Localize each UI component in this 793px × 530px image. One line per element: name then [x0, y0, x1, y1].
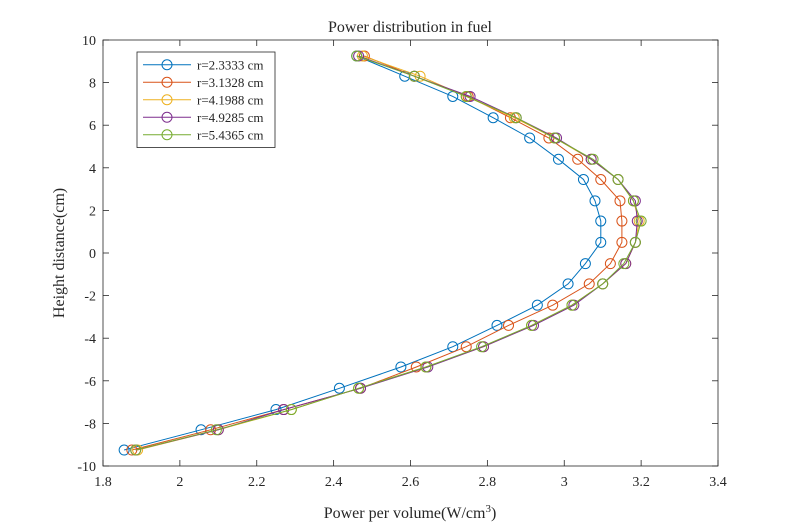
y-tick-label: 2	[89, 204, 96, 219]
data-point	[587, 153, 599, 165]
data-point	[510, 112, 522, 124]
data-point	[552, 153, 564, 165]
data-point	[595, 215, 607, 227]
legend-item: r=4.9285 cm	[143, 110, 264, 125]
series-line	[123, 55, 602, 451]
data-point	[491, 319, 503, 331]
data-point	[589, 195, 601, 207]
series-5	[130, 50, 647, 456]
y-tick-label: -2	[84, 290, 96, 305]
data-point	[614, 195, 626, 207]
y-axis-label: Height distance(cm)	[51, 188, 68, 318]
data-point	[595, 236, 607, 248]
data-point	[635, 215, 647, 227]
data-point	[278, 404, 290, 416]
data-point	[353, 382, 365, 394]
x-tick-label: 2.2	[248, 475, 266, 490]
data-point	[460, 90, 472, 102]
legend-marker	[161, 129, 173, 141]
legend-label: r=5.4365 cm	[197, 127, 264, 142]
x-axis-label-superscript: 3	[485, 503, 491, 515]
data-point	[631, 215, 643, 227]
data-point	[597, 278, 609, 290]
data-point	[629, 236, 641, 248]
data-point	[531, 299, 543, 311]
data-point	[476, 341, 488, 353]
x-tick-label: 3	[561, 475, 568, 490]
data-point	[618, 258, 630, 270]
legend-marker	[161, 94, 173, 106]
data-point	[572, 153, 584, 165]
data-point	[547, 299, 559, 311]
data-point	[577, 174, 589, 186]
data-point	[583, 278, 595, 290]
x-tick-label: 3.2	[632, 475, 650, 490]
y-tick-label: 8	[89, 77, 96, 92]
legend-marker	[161, 59, 173, 71]
data-point	[487, 112, 499, 124]
legend-item: r=4.1988 cm	[143, 92, 264, 107]
data-point	[351, 50, 363, 62]
data-point	[524, 132, 536, 144]
data-point	[130, 444, 142, 456]
data-point	[526, 319, 538, 331]
data-point	[460, 341, 472, 353]
data-point	[595, 174, 607, 186]
x-tick-label: 1.8	[94, 475, 112, 490]
y-tick-label: 6	[89, 119, 96, 134]
data-point	[210, 424, 222, 436]
legend-item: r=3.1328 cm	[143, 75, 264, 90]
y-tick-label: 10	[82, 34, 96, 49]
data-point	[604, 258, 616, 270]
x-axis-label-end: )	[491, 505, 496, 522]
data-point	[503, 319, 515, 331]
data-point	[285, 404, 297, 416]
legend-label: r=2.3333 cm	[197, 57, 264, 72]
legend-label: r=4.1988 cm	[197, 92, 264, 107]
y-tick-label: -8	[84, 417, 96, 432]
data-point	[420, 361, 432, 373]
data-point	[579, 258, 591, 270]
x-tick-label: 2.6	[402, 475, 420, 490]
series-line	[135, 55, 642, 451]
data-point	[612, 174, 624, 186]
y-tick-label: -6	[84, 375, 96, 390]
chart-title: Power distribution in fuel	[328, 19, 493, 36]
x-tick-label: 2.8	[479, 475, 497, 490]
data-point	[408, 70, 420, 82]
data-point	[627, 195, 639, 207]
legend-label: r=3.1328 cm	[197, 75, 264, 90]
x-axis-label-main: Power per volume(W/cm	[324, 505, 486, 522]
y-tick-label: -4	[84, 332, 96, 347]
data-point	[395, 361, 407, 373]
x-tick-label: 2	[176, 475, 183, 490]
y-tick-label: 0	[89, 247, 96, 262]
x-tick-label: 2.4	[325, 475, 343, 490]
x-tick-label: 3.4	[709, 475, 727, 490]
data-point	[118, 444, 130, 456]
data-point	[566, 299, 578, 311]
data-point	[562, 278, 574, 290]
legend-marker	[161, 76, 173, 88]
legend-label: r=4.9285 cm	[197, 110, 264, 125]
y-tick-label: 4	[89, 162, 96, 177]
data-point	[616, 236, 628, 248]
legend-marker	[161, 111, 173, 123]
data-point	[333, 382, 345, 394]
data-point	[549, 132, 561, 144]
legend: r=2.3333 cm r=3.1328 cm r=4.1988 cm r=4.928…	[136, 51, 276, 148]
x-axis-label: Power per volume(W/cm3)	[324, 503, 497, 522]
y-tick-label: -10	[77, 460, 96, 475]
data-point	[616, 215, 628, 227]
data-point	[270, 404, 282, 416]
legend-item: r=2.3333 cm	[143, 57, 264, 72]
legend-item: r=5.4365 cm	[143, 127, 264, 142]
